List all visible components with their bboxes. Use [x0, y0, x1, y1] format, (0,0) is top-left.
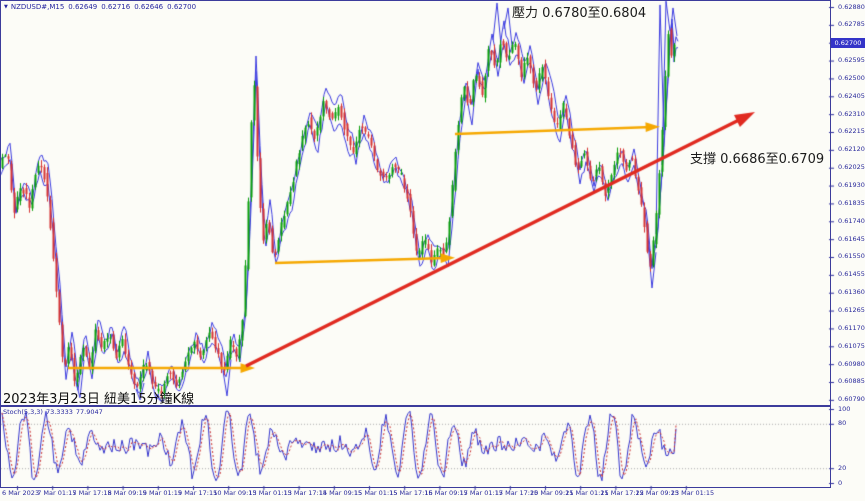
price-tick-label: 0.60790	[838, 395, 865, 404]
chart-caption: 2023年3月23日 紐美15分鐘K線	[3, 392, 195, 407]
time-tick-label: 16 Mar 09:15	[424, 489, 468, 497]
price-tick-label: 0.61170	[838, 323, 865, 332]
time-tick-label: 10 Mar 09:15	[213, 489, 257, 497]
ohlc-open: 0.62649	[68, 3, 98, 11]
time-tick-label: 15 Mar 01:15	[354, 489, 398, 497]
symbol-dropdown-icon[interactable]: ▼	[4, 4, 8, 10]
time-tick-label: 6 Mar 2023	[2, 489, 40, 497]
price-tick-label: 0.61740	[838, 216, 865, 225]
support-annotation: 支撐 0.6686至0.6709	[690, 152, 825, 167]
price-tick-label: 0.61930	[838, 181, 865, 190]
price-tick-label: 0.62785	[838, 20, 865, 29]
time-tick-label: 17 Mar 17:15	[494, 489, 539, 497]
time-tick-label: 23 Mar 01:15	[670, 489, 715, 497]
ohlc-close: 0.62700	[167, 3, 197, 11]
price-tick-label: 0.62880	[838, 2, 865, 11]
time-tick-label: 21 Mar 01:15	[565, 489, 609, 497]
price-tick-label: 0.60885	[838, 377, 865, 386]
symbol-info-bar: ▼ NZDUSD#,M15 0.62649 0.62716 0.62646 0.62700	[4, 3, 196, 11]
price-tick-label: 0.61265	[838, 306, 865, 315]
time-tick-label: 9 Mar 01:15	[142, 489, 183, 497]
price-tick-label: 0.61645	[838, 234, 865, 243]
stoch-signal-value: 77.9047	[75, 408, 103, 416]
stoch-scale-label: 80	[838, 419, 847, 428]
time-tick-label: 7 Mar 01:15	[37, 489, 77, 497]
price-tick-label: 0.62120	[838, 145, 865, 154]
resistance-annotation: 壓力 0.6780至0.6804	[512, 6, 647, 21]
price-tick-label: 0.62025	[838, 163, 865, 172]
time-tick-label: 20 Mar 09:15	[530, 489, 574, 497]
stochastic-label: Stoch(5,3,3) 73.3333 77.9047	[3, 408, 103, 416]
price-tick-label: 0.62215	[838, 127, 865, 136]
symbol-name: NZDUSD#,M15	[10, 3, 65, 11]
price-tick-label: 0.61455	[838, 270, 865, 279]
stoch-scale-label: 100	[838, 404, 851, 413]
price-tick-label: 0.61360	[838, 288, 865, 297]
price-tick-label: 0.61835	[838, 198, 865, 207]
time-tick-label: 21 Mar 17:15	[600, 489, 644, 497]
stoch-scale-label: 20	[838, 463, 847, 472]
time-tick-label: 7 Mar 17:15	[72, 489, 112, 497]
time-tick-label: 13 Mar 17:15	[283, 489, 327, 497]
price-tick-label: 0.62595	[838, 56, 865, 65]
time-tick-label: 13 Mar 01:15	[248, 489, 292, 497]
price-tick-label: 0.62500	[838, 73, 865, 82]
time-tick-label: 17 Mar 01:15	[459, 489, 503, 497]
price-tick-label: 0.61550	[838, 252, 865, 261]
ohlc-high: 0.62716	[101, 3, 131, 11]
price-tick-label: 0.62405	[838, 91, 865, 100]
time-tick-label: 14 Mar 09:15	[318, 489, 363, 497]
current-price-tag: 0.62700	[831, 38, 865, 48]
time-tick-label: 22 Mar 09:15	[635, 489, 679, 497]
ohlc-low: 0.62646	[134, 3, 164, 11]
price-tick-label: 0.60980	[838, 359, 865, 368]
price-tick-label: 0.61075	[838, 341, 865, 350]
stoch-main-value: 73.3333	[45, 408, 73, 416]
time-tick-label: 8 Mar 09:15	[107, 489, 147, 497]
time-tick-label: 15 Mar 17:15	[389, 489, 433, 497]
stoch-indicator-name: Stoch(5,3,3)	[3, 408, 43, 416]
stoch-scale-label: 0	[838, 478, 843, 487]
price-tick-label: 0.62310	[838, 109, 865, 118]
time-tick-label: 9 Mar 17:15	[178, 489, 218, 497]
